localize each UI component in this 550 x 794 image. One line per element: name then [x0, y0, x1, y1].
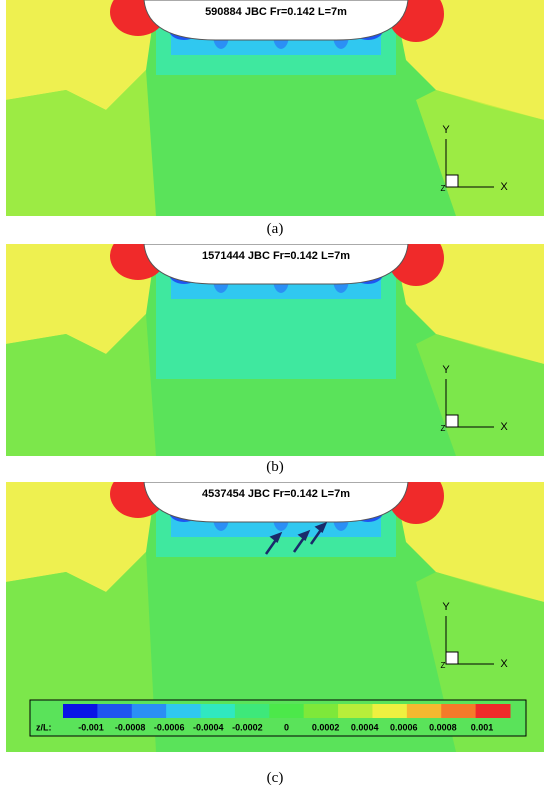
axis-label: Z — [441, 184, 446, 193]
colorbar-bin — [166, 704, 202, 718]
colorbar-bin — [475, 704, 511, 718]
axis-label: Y — [442, 364, 450, 376]
colorbar-bin — [406, 704, 442, 718]
caption: (c) — [266, 770, 284, 786]
arrow — [264, 531, 283, 555]
colorbar-tick-label: 0.001 — [471, 722, 494, 732]
axis-box — [445, 174, 459, 188]
colorbar-tick-label: -0.0004 — [193, 722, 224, 732]
axis-label: X — [500, 658, 508, 670]
colorbar-bin — [269, 704, 305, 718]
panel-title: 4537454 JBC Fr=0.142 L=7m — [202, 488, 350, 500]
caption: (b) — [266, 459, 284, 475]
axis-label: Z — [441, 424, 446, 433]
colorbar-tick-label: -0.0002 — [232, 722, 263, 732]
axis-label: Z — [441, 661, 446, 670]
contour-panel: 590884 JBC Fr=0.142 L=7m Y X Z — [6, 0, 544, 216]
colorbar-bin — [63, 704, 98, 718]
colorbar-tick-label: 0.0002 — [312, 722, 340, 732]
hull — [143, 0, 409, 41]
colorbar-tick-label: -0.0008 — [115, 722, 146, 732]
panel-title: 590884 JBC Fr=0.142 L=7m — [205, 6, 347, 18]
colorbar-bin — [200, 704, 236, 718]
colorbar-bin — [372, 704, 408, 718]
colorbar-tick-label: -0.0006 — [154, 722, 185, 732]
colorbar-tick-label: -0.001 — [78, 722, 104, 732]
colorbar-tick-label: 0 — [284, 722, 289, 732]
arrow — [292, 529, 311, 553]
contour-panel: 1571444 JBC Fr=0.142 L=7m Y X Z — [6, 244, 544, 456]
axis-label: X — [500, 421, 508, 433]
axis-label: X — [500, 181, 508, 193]
colorbar-bin — [338, 704, 373, 718]
hull — [143, 244, 409, 285]
colorbar-tick-label: 0.0004 — [351, 722, 379, 732]
arrow — [309, 521, 328, 545]
colorbar-bin — [234, 704, 270, 718]
colorbar-bin — [97, 704, 133, 718]
colorbar-label: z/L: — [36, 722, 52, 732]
axis-label: Y — [442, 601, 450, 613]
panel-title: 1571444 JBC Fr=0.142 L=7m — [202, 250, 350, 262]
hull — [143, 482, 409, 523]
caption: (a) — [266, 221, 284, 237]
field-region — [6, 314, 156, 456]
colorbar-bin — [441, 704, 477, 718]
axis-box — [445, 651, 459, 665]
field-region — [6, 70, 156, 216]
colorbar-tick-label: 0.0006 — [390, 722, 418, 732]
contour-panel: 4537454 JBC Fr=0.142 L=7m Y X Zz/L: -0.001 -0… — [6, 482, 544, 752]
axis-label: Y — [442, 124, 450, 136]
colorbar-tick-label: 0.0008 — [429, 722, 457, 732]
axis-box — [445, 414, 459, 428]
colorbar-bin — [131, 704, 167, 718]
colorbar-bin — [303, 704, 339, 718]
